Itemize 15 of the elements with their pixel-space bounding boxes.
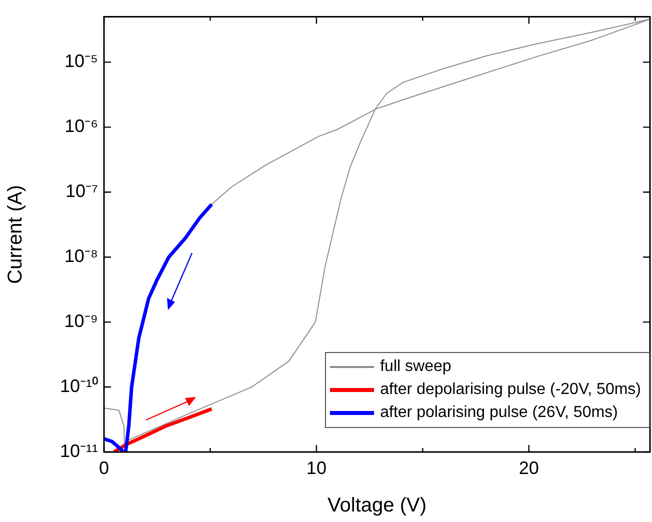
y-tick-label: 10⁻⁸	[64, 246, 98, 266]
x-tick-label: 10	[306, 458, 326, 478]
x-tick-label: 0	[98, 458, 110, 478]
y-tick-label: 10⁻⁹	[64, 311, 98, 332]
legend-label: after polarising pulse (26V, 50ms)	[380, 403, 618, 423]
legend-label: full sweep	[380, 357, 452, 377]
y-tick-label: 10⁻¹¹	[60, 440, 98, 461]
legend-label: after depolarising pulse (-20V, 50ms)	[380, 380, 641, 400]
y-tick-label: 10⁻⁶	[64, 116, 98, 136]
x-tick-label: 20	[518, 458, 539, 478]
y-tick-label: 10⁻⁷	[65, 181, 98, 202]
y-axis-title: Current (A)	[4, 184, 27, 284]
x-axis-title: Voltage (V)	[328, 494, 426, 517]
y-tick-label: 10⁻¹⁰	[60, 376, 98, 396]
y-tick-label: 10⁻⁵	[64, 51, 98, 72]
